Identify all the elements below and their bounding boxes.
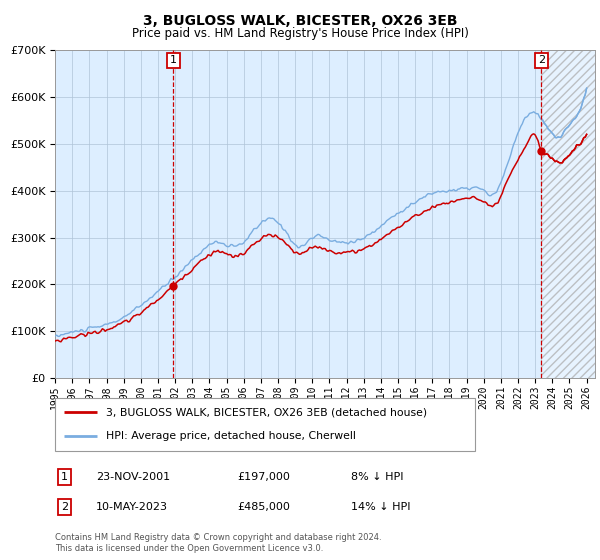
- Text: 10-MAY-2023: 10-MAY-2023: [96, 502, 168, 512]
- Text: 2: 2: [61, 502, 68, 512]
- Text: 8% ↓ HPI: 8% ↓ HPI: [351, 472, 404, 482]
- Text: 3, BUGLOSS WALK, BICESTER, OX26 3EB: 3, BUGLOSS WALK, BICESTER, OX26 3EB: [143, 14, 457, 28]
- Text: £485,000: £485,000: [237, 502, 290, 512]
- Text: 3, BUGLOSS WALK, BICESTER, OX26 3EB (detached house): 3, BUGLOSS WALK, BICESTER, OX26 3EB (det…: [106, 408, 427, 418]
- Text: 23-NOV-2001: 23-NOV-2001: [96, 472, 170, 482]
- Text: 14% ↓ HPI: 14% ↓ HPI: [351, 502, 410, 512]
- Text: £197,000: £197,000: [237, 472, 290, 482]
- Text: 2: 2: [538, 55, 545, 66]
- Bar: [541, 50, 600, 378]
- Text: HPI: Average price, detached house, Cherwell: HPI: Average price, detached house, Cher…: [106, 431, 355, 441]
- Text: Price paid vs. HM Land Registry's House Price Index (HPI): Price paid vs. HM Land Registry's House …: [131, 27, 469, 40]
- Text: 1: 1: [61, 472, 68, 482]
- Text: 1: 1: [170, 55, 177, 66]
- Text: Contains HM Land Registry data © Crown copyright and database right 2024.
This d: Contains HM Land Registry data © Crown c…: [55, 533, 382, 553]
- Bar: [541, 50, 600, 378]
